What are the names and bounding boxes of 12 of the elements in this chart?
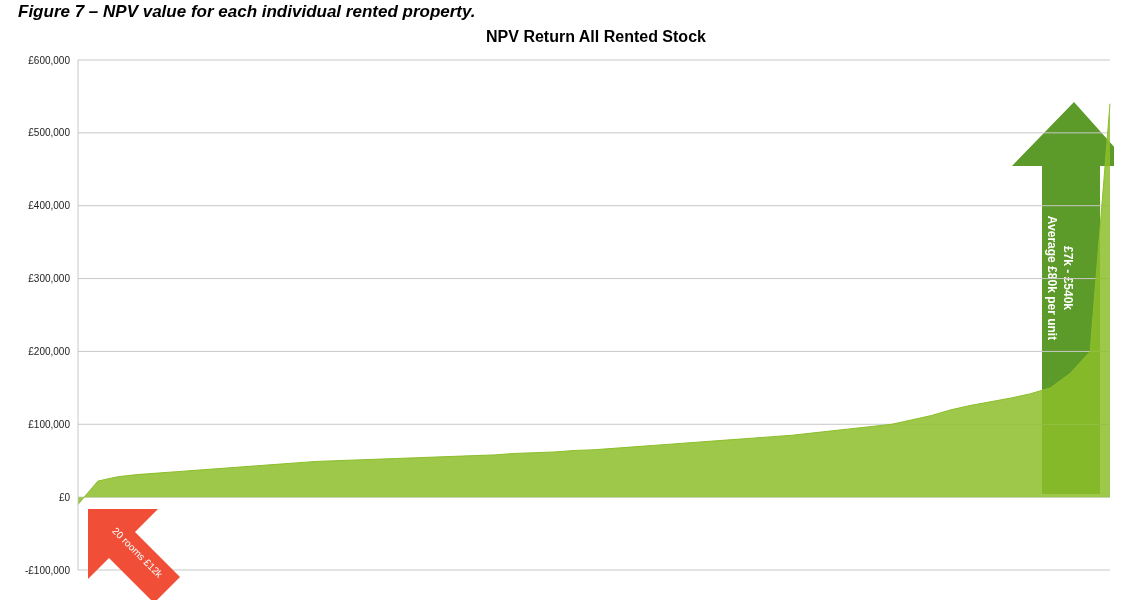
y-tick-label: £600,000 bbox=[28, 54, 71, 66]
y-tick-label: £200,000 bbox=[28, 345, 71, 357]
y-tick-label: -£100,000 bbox=[24, 564, 71, 576]
y-tick-label: £400,000 bbox=[28, 200, 71, 212]
caption: Figure 7 – NPV value for each individual rented property. bbox=[18, 2, 476, 22]
chart-title: NPV Return All Rented Stock bbox=[485, 28, 707, 46]
annotation: £7k - £540k bbox=[1061, 245, 1075, 311]
y-tick-label: £0 bbox=[58, 491, 71, 503]
annotation: Average £80k per unit bbox=[1045, 215, 1059, 341]
y-tick-label: £100,000 bbox=[28, 418, 71, 430]
y-tick-label: £300,000 bbox=[28, 273, 71, 285]
y-tick-label: £500,000 bbox=[28, 127, 71, 139]
